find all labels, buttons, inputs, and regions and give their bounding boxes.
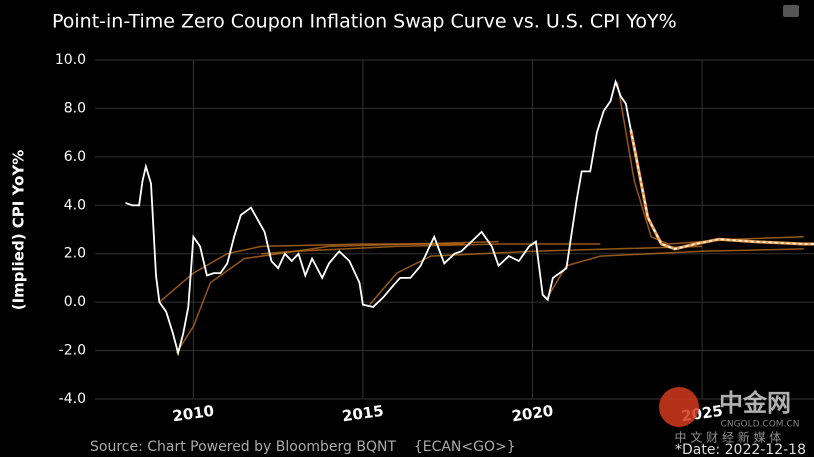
series-line — [125, 78, 632, 357]
camera-icon[interactable] — [783, 5, 799, 17]
chart-title: Point-in-Time Zero Coupon Inflation Swap… — [52, 11, 677, 33]
source: Source: Chart Powered by Bloomberg BQNT … — [90, 439, 516, 455]
series-line — [545, 248, 804, 301]
watermark-logo — [659, 387, 699, 427]
y-tick-label: 10.0 — [55, 52, 86, 68]
x-tick-label: 2015 — [341, 402, 385, 426]
watermark: 中 文 财 经 新 媒 体 — [675, 430, 782, 445]
y-tick-label: -2.0 — [59, 343, 86, 359]
series-line — [369, 245, 703, 306]
date-note: *Date: 2022-12-18 — [675, 442, 806, 457]
y-tick-label: -4.0 — [59, 391, 86, 407]
y-tick-label: 6.0 — [64, 149, 86, 165]
series-line — [158, 243, 465, 303]
x-tick-label: 2010 — [171, 402, 215, 426]
y-tick-label: 2.0 — [64, 246, 86, 262]
watermark: CNGOLD.COM.CN — [721, 420, 800, 430]
series-line — [175, 240, 499, 354]
y-axis-label: (Implied) CPI YoY% — [10, 150, 28, 311]
y-tick-label: 0.0 — [64, 294, 86, 310]
y-tick-label: 4.0 — [64, 197, 86, 213]
x-tick-label: 2020 — [511, 402, 555, 426]
watermark: 中金网 — [719, 389, 791, 417]
y-tick-label: 8.0 — [64, 100, 86, 116]
series-dash — [630, 130, 814, 250]
